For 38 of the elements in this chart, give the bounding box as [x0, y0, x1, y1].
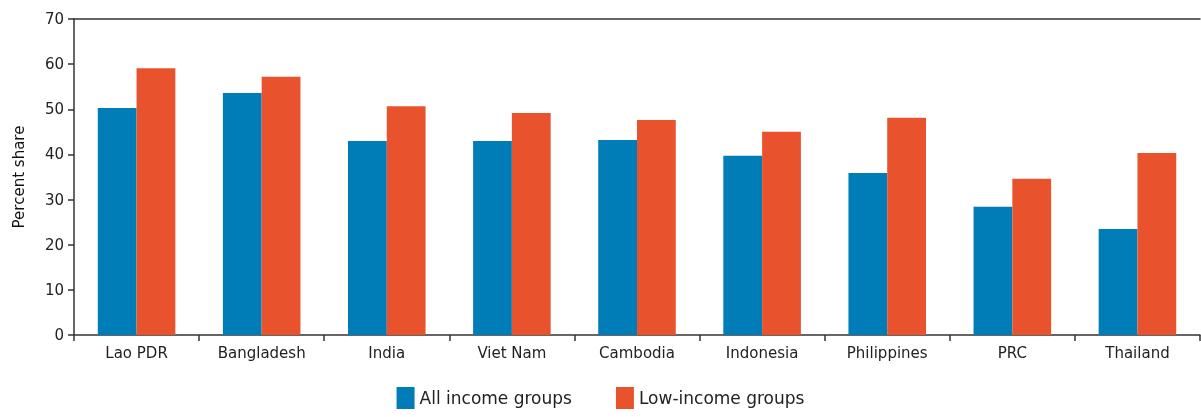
y-tick-label: 50	[44, 100, 64, 119]
bar	[598, 139, 637, 335]
bar	[261, 76, 301, 335]
y-axis-title: Percent share	[9, 125, 28, 229]
bar	[97, 107, 137, 335]
x-tick-label: Thailand	[1104, 343, 1170, 362]
bar	[511, 112, 551, 335]
bar	[1098, 228, 1138, 335]
bar	[848, 172, 888, 335]
x-tick-label: India	[368, 343, 406, 362]
x-tick-label: Viet Nam	[477, 343, 547, 362]
x-tick-label: Cambodia	[599, 343, 675, 362]
y-tick-label: 10	[44, 280, 64, 299]
legend-label: Low-income groups	[638, 388, 805, 408]
bar	[973, 206, 1013, 335]
x-tick-label: Lao PDR	[105, 343, 168, 362]
y-tick-label: 40	[44, 145, 64, 164]
bar	[1012, 178, 1052, 335]
y-tick-label: 30	[44, 190, 64, 209]
y-tick-label: 60	[44, 55, 64, 74]
x-tick-label: Philippines	[846, 343, 928, 362]
bar	[762, 131, 801, 335]
legend-label: All income groups	[419, 388, 573, 408]
x-tick-label: PRC	[997, 343, 1027, 362]
bar	[136, 68, 176, 335]
bar	[347, 140, 387, 335]
bar	[723, 155, 763, 335]
bar	[1137, 153, 1177, 335]
x-tick-label: Indonesia	[725, 343, 799, 362]
bar	[887, 117, 927, 335]
y-tick-label: 0	[54, 326, 64, 344]
bar	[637, 120, 676, 335]
bar	[473, 140, 512, 335]
bar	[386, 106, 426, 335]
bar	[222, 93, 262, 335]
y-tick-label: 70	[44, 10, 64, 28]
y-tick-label: 20	[44, 235, 64, 254]
x-tick-label: Bangladesh	[217, 343, 306, 362]
